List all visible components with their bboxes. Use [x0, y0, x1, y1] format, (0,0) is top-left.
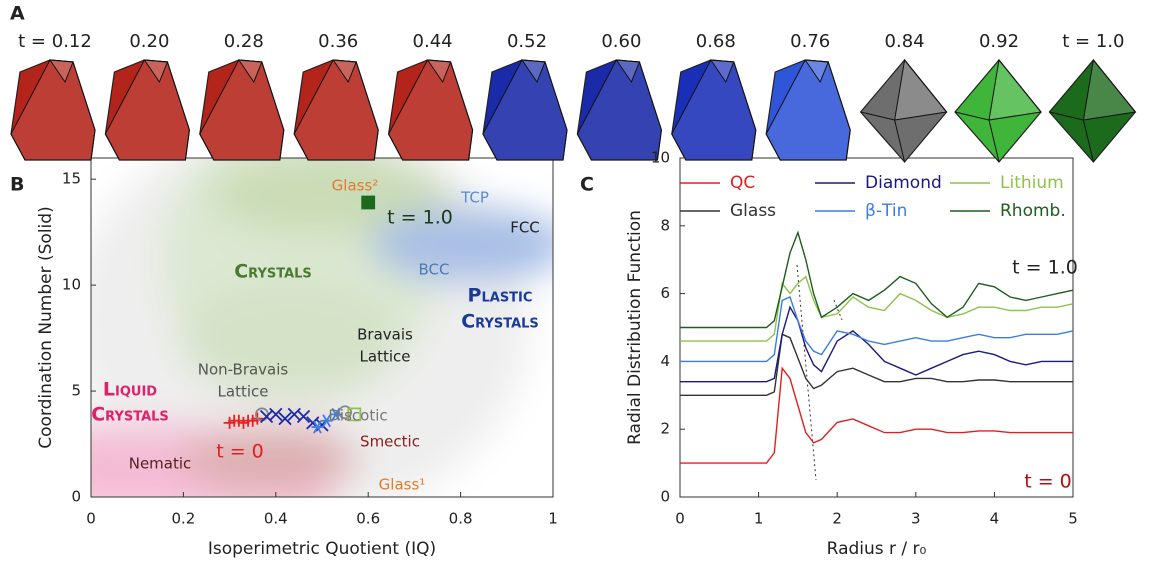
annotation: Discotic — [328, 407, 387, 425]
annotation: Smectic — [360, 433, 420, 451]
annotation: TCP — [460, 189, 489, 207]
shape-label: 0.28 — [224, 31, 264, 52]
annotation: t = 1.0 — [387, 207, 453, 229]
annotation: Nematic — [129, 455, 192, 473]
y-tick-label: 6 — [660, 284, 670, 302]
rdf-curve — [680, 368, 1073, 463]
y-tick-label: 0 — [71, 488, 81, 506]
rdf-curve — [680, 297, 1073, 361]
annotation: t = 0 — [216, 441, 264, 463]
annotation: Crystals — [91, 404, 169, 426]
annotation: Glass² — [332, 177, 379, 195]
x-tick-label: 3 — [911, 510, 921, 528]
y-tick-label: 5 — [71, 382, 81, 400]
shape-label: 0.44 — [413, 31, 453, 52]
shape-label: 0.60 — [601, 31, 641, 52]
rdf-curve — [680, 277, 1073, 342]
annotation: t = 1.0 — [1012, 257, 1078, 279]
annotation: Glass¹ — [379, 476, 426, 494]
panel-letter: C — [580, 174, 594, 196]
x-tick-label: 1 — [754, 510, 764, 528]
x-tick-label: 0.6 — [356, 510, 380, 528]
annotation: Liquid — [103, 379, 157, 401]
x-axis-label: Isoperimetric Quotient (IQ) — [208, 539, 436, 559]
y-tick-label: 4 — [660, 352, 670, 370]
panel-letter: B — [10, 174, 24, 196]
shape-label: 0.92 — [979, 31, 1019, 52]
panel-letter: A — [10, 3, 25, 25]
annotation: FCC — [510, 219, 540, 237]
x-tick-label: 2 — [832, 510, 842, 528]
shape-label: 0.20 — [129, 31, 169, 52]
shape-label: t = 1.0 — [1062, 31, 1124, 52]
marker — [362, 196, 374, 208]
x-tick-label: 1 — [548, 510, 558, 528]
y-axis-label: Radial Distribution Function — [625, 210, 645, 445]
x-tick-label: 0 — [86, 510, 96, 528]
x-tick-label: 0 — [675, 510, 685, 528]
shape-label: 0.68 — [696, 31, 736, 52]
legend-label: Diamond — [865, 173, 942, 193]
annotation: Crystals — [234, 261, 312, 283]
legend-label: β-Tin — [865, 201, 907, 221]
x-tick-label: 0.4 — [264, 510, 288, 528]
x-tick-label: 4 — [990, 510, 1000, 528]
x-tick-label: 0.8 — [449, 510, 473, 528]
annotation: BCC — [419, 261, 450, 279]
annotation: Bravais — [357, 326, 413, 344]
shape-label: t = 0.12 — [18, 31, 92, 52]
y-tick-label: 8 — [660, 216, 670, 234]
annotation: Non-Bravais — [198, 361, 289, 379]
rdf-curve — [680, 307, 1073, 382]
y-tick-label: 10 — [62, 276, 81, 294]
x-axis-label: Radius r / r₀ — [827, 539, 927, 559]
x-tick-label: 5 — [1068, 510, 1078, 528]
legend-label: Rhomb. — [1000, 201, 1066, 221]
figure: A B C t = 0.120.200.280.360.440.520.600.… — [0, 0, 1149, 562]
annotation: Plastic — [468, 285, 533, 307]
y-tick-label: 10 — [651, 149, 670, 167]
rdf-curve — [680, 233, 1073, 328]
shape-label: 0.52 — [507, 31, 547, 52]
y-tick-label: 15 — [62, 170, 81, 188]
shape-label: 0.84 — [885, 31, 925, 52]
shape-label: 0.36 — [318, 31, 358, 52]
annotation: t = 0 — [1024, 471, 1072, 493]
legend-label: QC — [730, 173, 755, 193]
x-tick-label: 0.2 — [171, 510, 195, 528]
y-tick-label: 2 — [660, 420, 670, 438]
annotation: Lattice — [360, 348, 411, 366]
y-axis-label: Coordination Number (Solid) — [36, 206, 56, 448]
y-tick-label: 0 — [660, 488, 670, 506]
annotation: Crystals — [461, 311, 539, 333]
legend-label: Glass — [730, 201, 776, 221]
page: A B C t = 0.120.200.280.360.440.520.600.… — [0, 0, 1149, 562]
shape-label: 0.76 — [790, 31, 830, 52]
legend-label: Lithium — [1000, 173, 1064, 193]
annotation: Lattice — [218, 383, 269, 401]
